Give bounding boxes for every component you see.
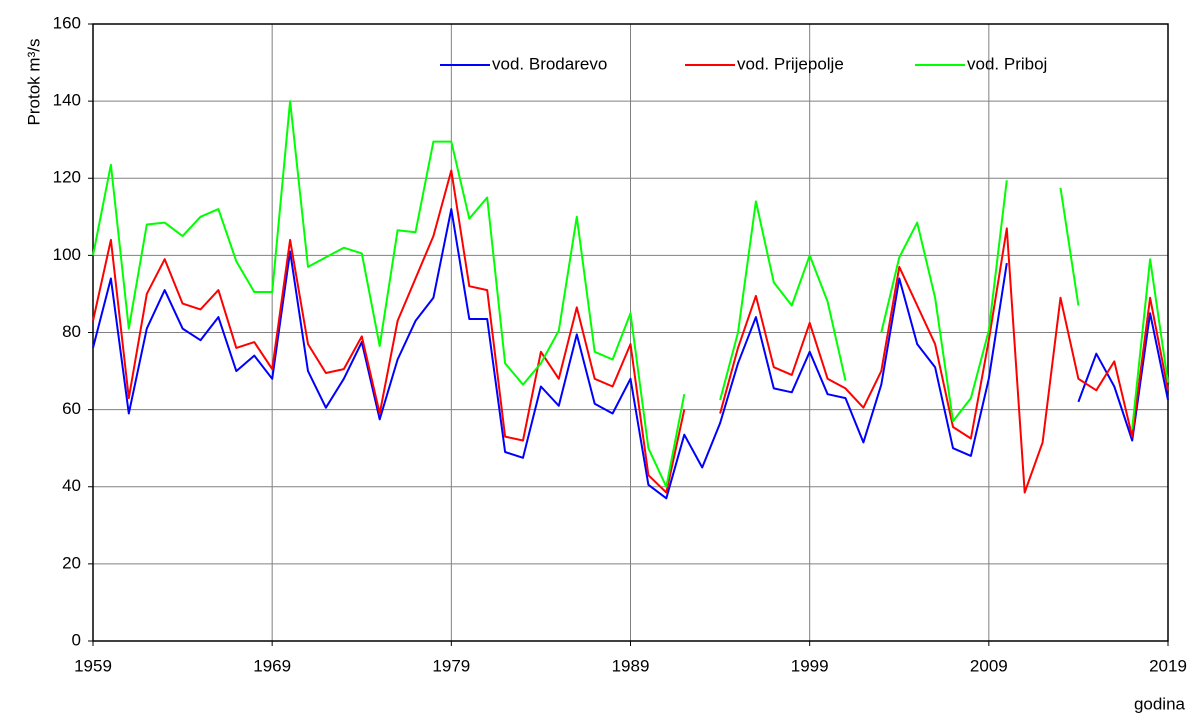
y-tick-label: 0 [72,630,81,649]
line-series [92,100,1169,488]
y-tick-label: 100 [53,245,81,264]
y-tick-label: 40 [62,476,81,495]
line-series [92,169,1169,494]
x-tick-label: 2019 [1149,656,1187,675]
y-tick-label: 60 [62,399,81,418]
legend-label: vod. Priboj [967,54,1047,73]
y-tick-label: 160 [53,13,81,32]
x-tick-label: 1989 [612,656,650,675]
y-axis-label: Protok m³/s [24,39,43,126]
y-tick-label: 80 [62,322,81,341]
x-tick-label: 1979 [432,656,470,675]
x-tick-label: 2009 [970,656,1008,675]
y-tick-label: 20 [62,553,81,572]
plot-frame [92,23,1169,642]
line-series [92,208,1169,500]
x-axis-label: godina [1134,694,1186,713]
y-tick-label: 120 [53,168,81,187]
x-tick-label: 1959 [74,656,112,675]
x-tick-label: 1969 [253,656,291,675]
x-tick-label: 1999 [791,656,829,675]
legend-label: vod. Brodarevo [492,54,607,73]
y-tick-label: 140 [53,91,81,110]
legend-label: vod. Prijepolje [737,54,844,73]
